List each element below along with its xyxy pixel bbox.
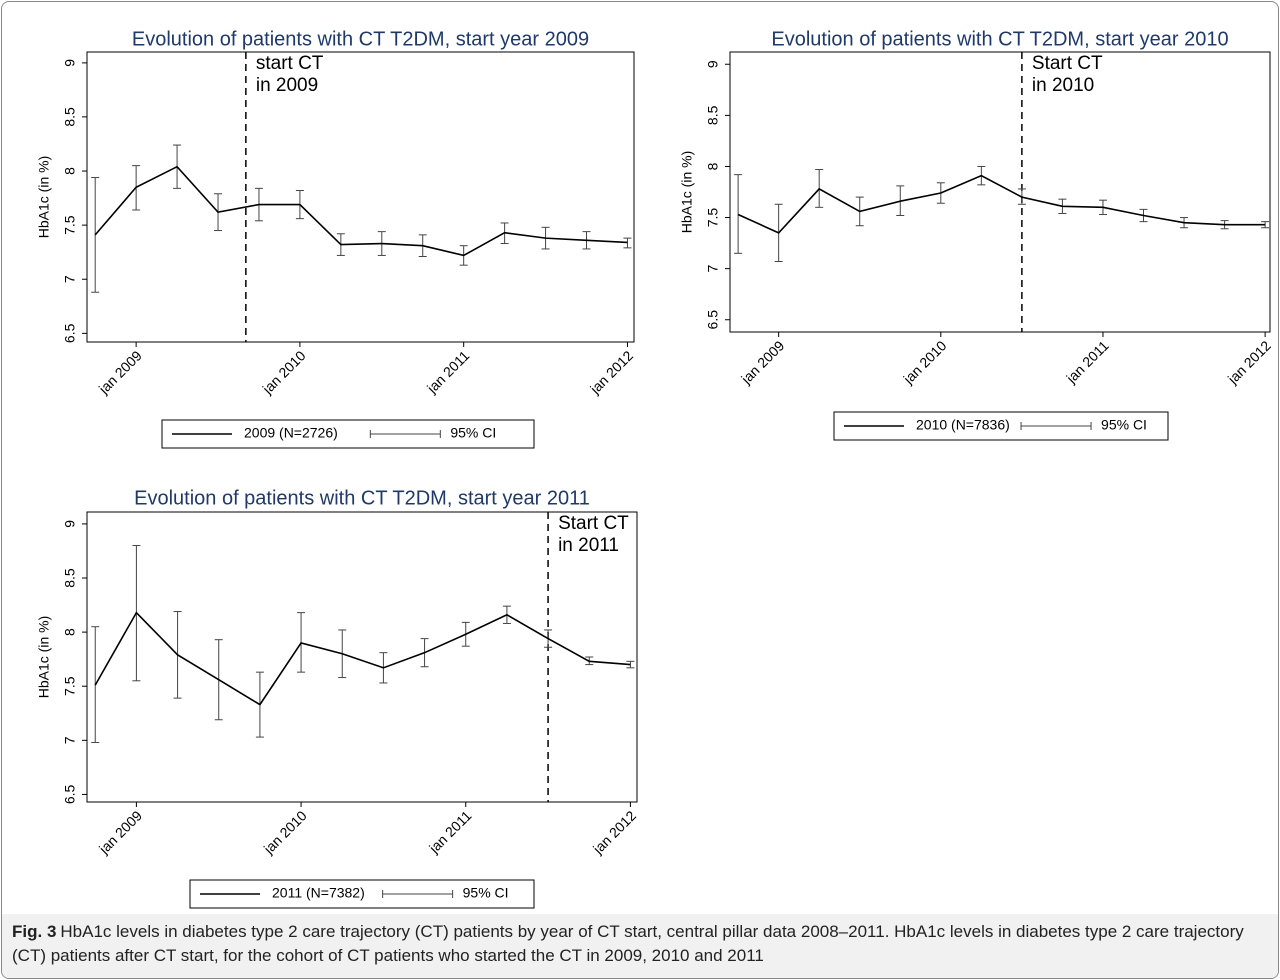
x-tick-label: jan 2011 xyxy=(425,807,474,856)
y-tick-label: 8.5 xyxy=(62,568,78,588)
error-bar xyxy=(734,174,743,254)
y-tick-label: 6.5 xyxy=(62,784,78,804)
plot-area xyxy=(729,51,1271,333)
plot-area xyxy=(86,51,635,343)
annotation: in 2010 xyxy=(1032,75,1094,96)
x-tick-label: jan 2009 xyxy=(95,807,145,857)
y-axis-label: HbA1c (in %) xyxy=(36,156,52,238)
y-tick-label: 8 xyxy=(705,162,721,170)
x-tick-label: jan 2012 xyxy=(586,347,636,397)
y-tick-label: 8.5 xyxy=(705,105,721,125)
y-tick-label: 7 xyxy=(62,275,78,283)
y-tick-label: 8 xyxy=(62,167,78,175)
y-tick-label: 7 xyxy=(705,265,721,273)
chart-title: Evolution of patients with CT T2DM, star… xyxy=(132,28,589,50)
caption: Fig. 3 HbA1c levels in diabetes type 2 ca… xyxy=(2,914,1278,978)
y-tick-label: 6.5 xyxy=(705,310,721,330)
series-line xyxy=(94,611,631,706)
x-tick-label: jan 2011 xyxy=(423,347,472,396)
y-tick-label: 8 xyxy=(62,628,78,636)
y-tick-label: 7.5 xyxy=(705,208,721,228)
x-tick-label: jan 2009 xyxy=(737,337,787,387)
annotation: Start CT xyxy=(1032,53,1103,74)
plot-area xyxy=(86,511,638,803)
x-tick-label: jan 2011 xyxy=(1062,337,1111,386)
error-bar xyxy=(623,237,632,249)
y-tick-label: 6.5 xyxy=(62,323,78,343)
chart-title: Evolution of patients with CT T2DM, star… xyxy=(134,487,590,509)
legend-label: 2009 (N=2726) xyxy=(244,425,338,441)
caption-text: HbA1c levels in diabetes type 2 care tra… xyxy=(12,922,1244,965)
caption-label: Fig. 3 xyxy=(12,922,57,941)
y-tick-label: 9 xyxy=(62,520,78,528)
y-tick-label: 7 xyxy=(62,736,78,744)
y-tick-label: 7.5 xyxy=(62,676,78,696)
series-line xyxy=(737,174,1266,234)
legend-label: 95% CI xyxy=(1101,417,1147,433)
legend-label: 2011 (N=7382) xyxy=(272,885,365,901)
x-tick-label: jan 2012 xyxy=(1224,337,1274,387)
x-tick-label: jan 2009 xyxy=(95,347,145,397)
y-tick-label: 9 xyxy=(705,60,721,68)
annotation: in 2011 xyxy=(558,535,619,556)
y-tick-label: 9 xyxy=(62,59,78,67)
annotation: start CT xyxy=(256,53,324,74)
y-axis-label: HbA1c (in %) xyxy=(36,616,52,698)
legend-label: 95% CI xyxy=(450,425,496,441)
annotation: in 2009 xyxy=(256,75,318,96)
x-tick-label: jan 2010 xyxy=(900,337,950,387)
legend-label: 95% CI xyxy=(463,885,509,901)
y-tick-label: 7.5 xyxy=(62,215,78,235)
y-tick-label: 8.5 xyxy=(62,107,78,127)
chart-title: Evolution of patients with CT T2DM, star… xyxy=(771,28,1228,50)
x-tick-label: jan 2012 xyxy=(589,807,639,857)
annotation: Start CT xyxy=(558,513,629,534)
y-axis-label: HbA1c (in %) xyxy=(679,151,695,233)
series-line xyxy=(94,165,628,257)
x-tick-label: jan 2010 xyxy=(260,807,310,857)
legend-label: 2010 (N=7836) xyxy=(916,417,1010,433)
x-tick-label: jan 2010 xyxy=(259,347,309,397)
charts: Evolution of patients with CT T2DM, star… xyxy=(36,28,1274,909)
